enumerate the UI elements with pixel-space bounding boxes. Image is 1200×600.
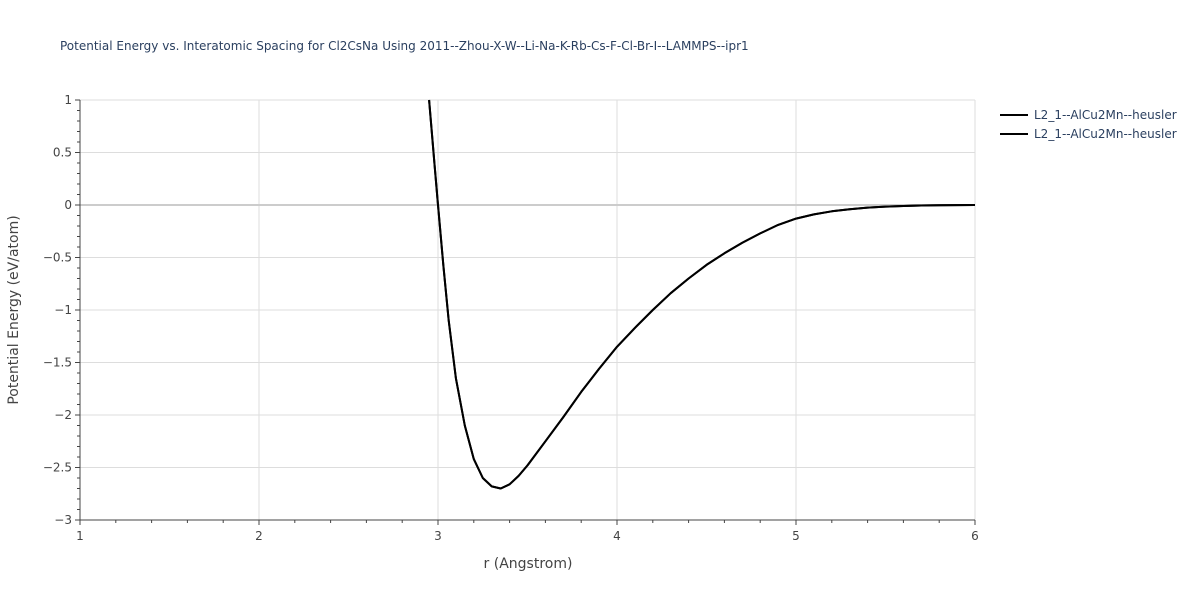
x-tick-label: 2 <box>255 529 263 543</box>
legend-item-1[interactable]: L2_1--AlCu2Mn--heusler <box>1000 108 1177 122</box>
x-tick-label: 1 <box>76 529 84 543</box>
y-tick-label: 1 <box>64 93 72 107</box>
y-axis-title: Potential Energy (eV/atom) <box>6 215 22 404</box>
legend-item-2[interactable]: L2_1--AlCu2Mn--heusler <box>1000 127 1177 141</box>
x-tick-label: 6 <box>971 529 979 543</box>
y-tick-label: 0 <box>64 198 72 212</box>
y-tick-label: −3 <box>54 513 72 527</box>
x-tick-label: 5 <box>792 529 800 543</box>
x-tick-label: 4 <box>613 529 621 543</box>
chart-title: Potential Energy vs. Interatomic Spacing… <box>60 39 749 53</box>
y-tick-label: −2 <box>54 408 72 422</box>
grid <box>80 99 976 521</box>
legend[interactable]: L2_1--AlCu2Mn--heusler L2_1--AlCu2Mn--heu… <box>1000 108 1177 141</box>
y-tick-label: −1.5 <box>43 356 72 370</box>
series-group <box>428 99 976 490</box>
series-line-1 <box>428 99 976 490</box>
axes: 1 2 3 4 5 6 1 0.5 0 −0.5 −1 −1.5 −2 −2.5 −3 <box>43 93 979 543</box>
y-tick-label: −1 <box>54 303 72 317</box>
legend-label: L2_1--AlCu2Mn--heusler <box>1034 127 1177 141</box>
legend-label: L2_1--AlCu2Mn--heusler <box>1034 108 1177 122</box>
y-tick-label: −0.5 <box>43 251 72 265</box>
x-axis-title: r (Angstrom) <box>484 556 573 572</box>
series-line-2 <box>428 99 976 490</box>
y-tick-label: 0.5 <box>53 146 72 160</box>
x-tick-label: 3 <box>434 529 442 543</box>
y-tick-label: −2.5 <box>43 461 72 475</box>
